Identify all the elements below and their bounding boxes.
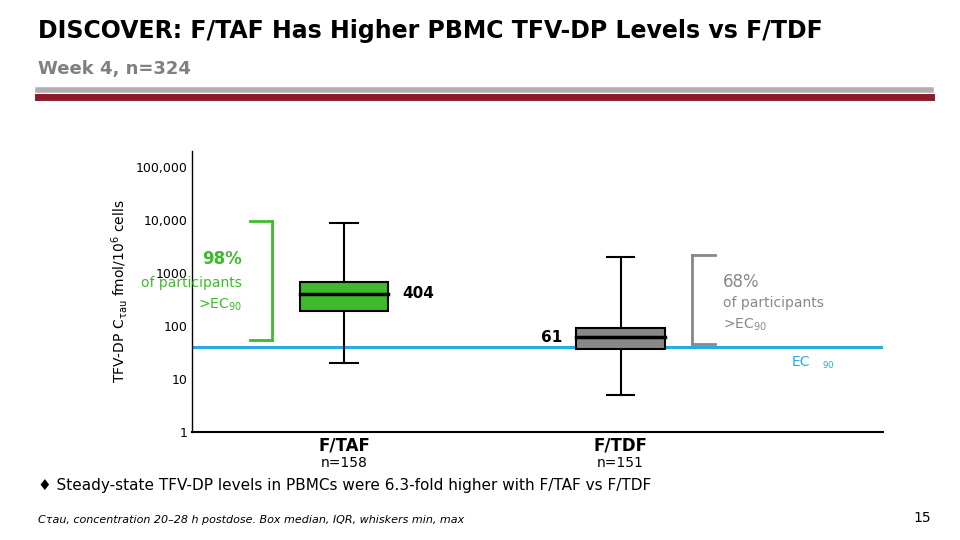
Text: >EC$_{90}$: >EC$_{90}$ <box>198 296 242 313</box>
Text: $_{90}$: $_{90}$ <box>823 358 835 371</box>
Text: ♦ Steady-state TFV-DP levels in PBMCs were 6.3-fold higher with F/TAF vs F/TDF: ♦ Steady-state TFV-DP levels in PBMCs we… <box>38 478 652 493</box>
Text: n=151: n=151 <box>597 456 644 470</box>
Text: n=158: n=158 <box>321 456 368 470</box>
Text: of participants: of participants <box>141 276 242 290</box>
Text: F/TAF: F/TAF <box>318 437 370 455</box>
Text: DISCOVER: F/TAF Has Higher PBMC TFV-DP Levels vs F/TDF: DISCOVER: F/TAF Has Higher PBMC TFV-DP L… <box>38 19 823 43</box>
Text: 98%: 98% <box>202 251 242 268</box>
Text: of participants: of participants <box>723 296 824 310</box>
Bar <box>300 282 388 311</box>
Bar <box>576 328 664 349</box>
Text: Week 4, n=324: Week 4, n=324 <box>38 60 191 78</box>
Text: Cτau, concentration 20–28 h postdose. Box median, IQR, whiskers min, max: Cτau, concentration 20–28 h postdose. Bo… <box>38 515 465 525</box>
Text: 61: 61 <box>541 330 563 345</box>
Text: F/TDF: F/TDF <box>593 437 648 455</box>
Text: >EC$_{90}$: >EC$_{90}$ <box>723 317 767 333</box>
Text: 68%: 68% <box>723 273 759 291</box>
Text: EC: EC <box>792 355 810 369</box>
Text: 15: 15 <box>914 511 931 525</box>
Text: 404: 404 <box>402 286 434 301</box>
Y-axis label: TFV-DP C$_{\mathregular{\tau au}}$ fmol/10$^{6}$ cells: TFV-DP C$_{\mathregular{\tau au}}$ fmol/… <box>108 200 130 383</box>
